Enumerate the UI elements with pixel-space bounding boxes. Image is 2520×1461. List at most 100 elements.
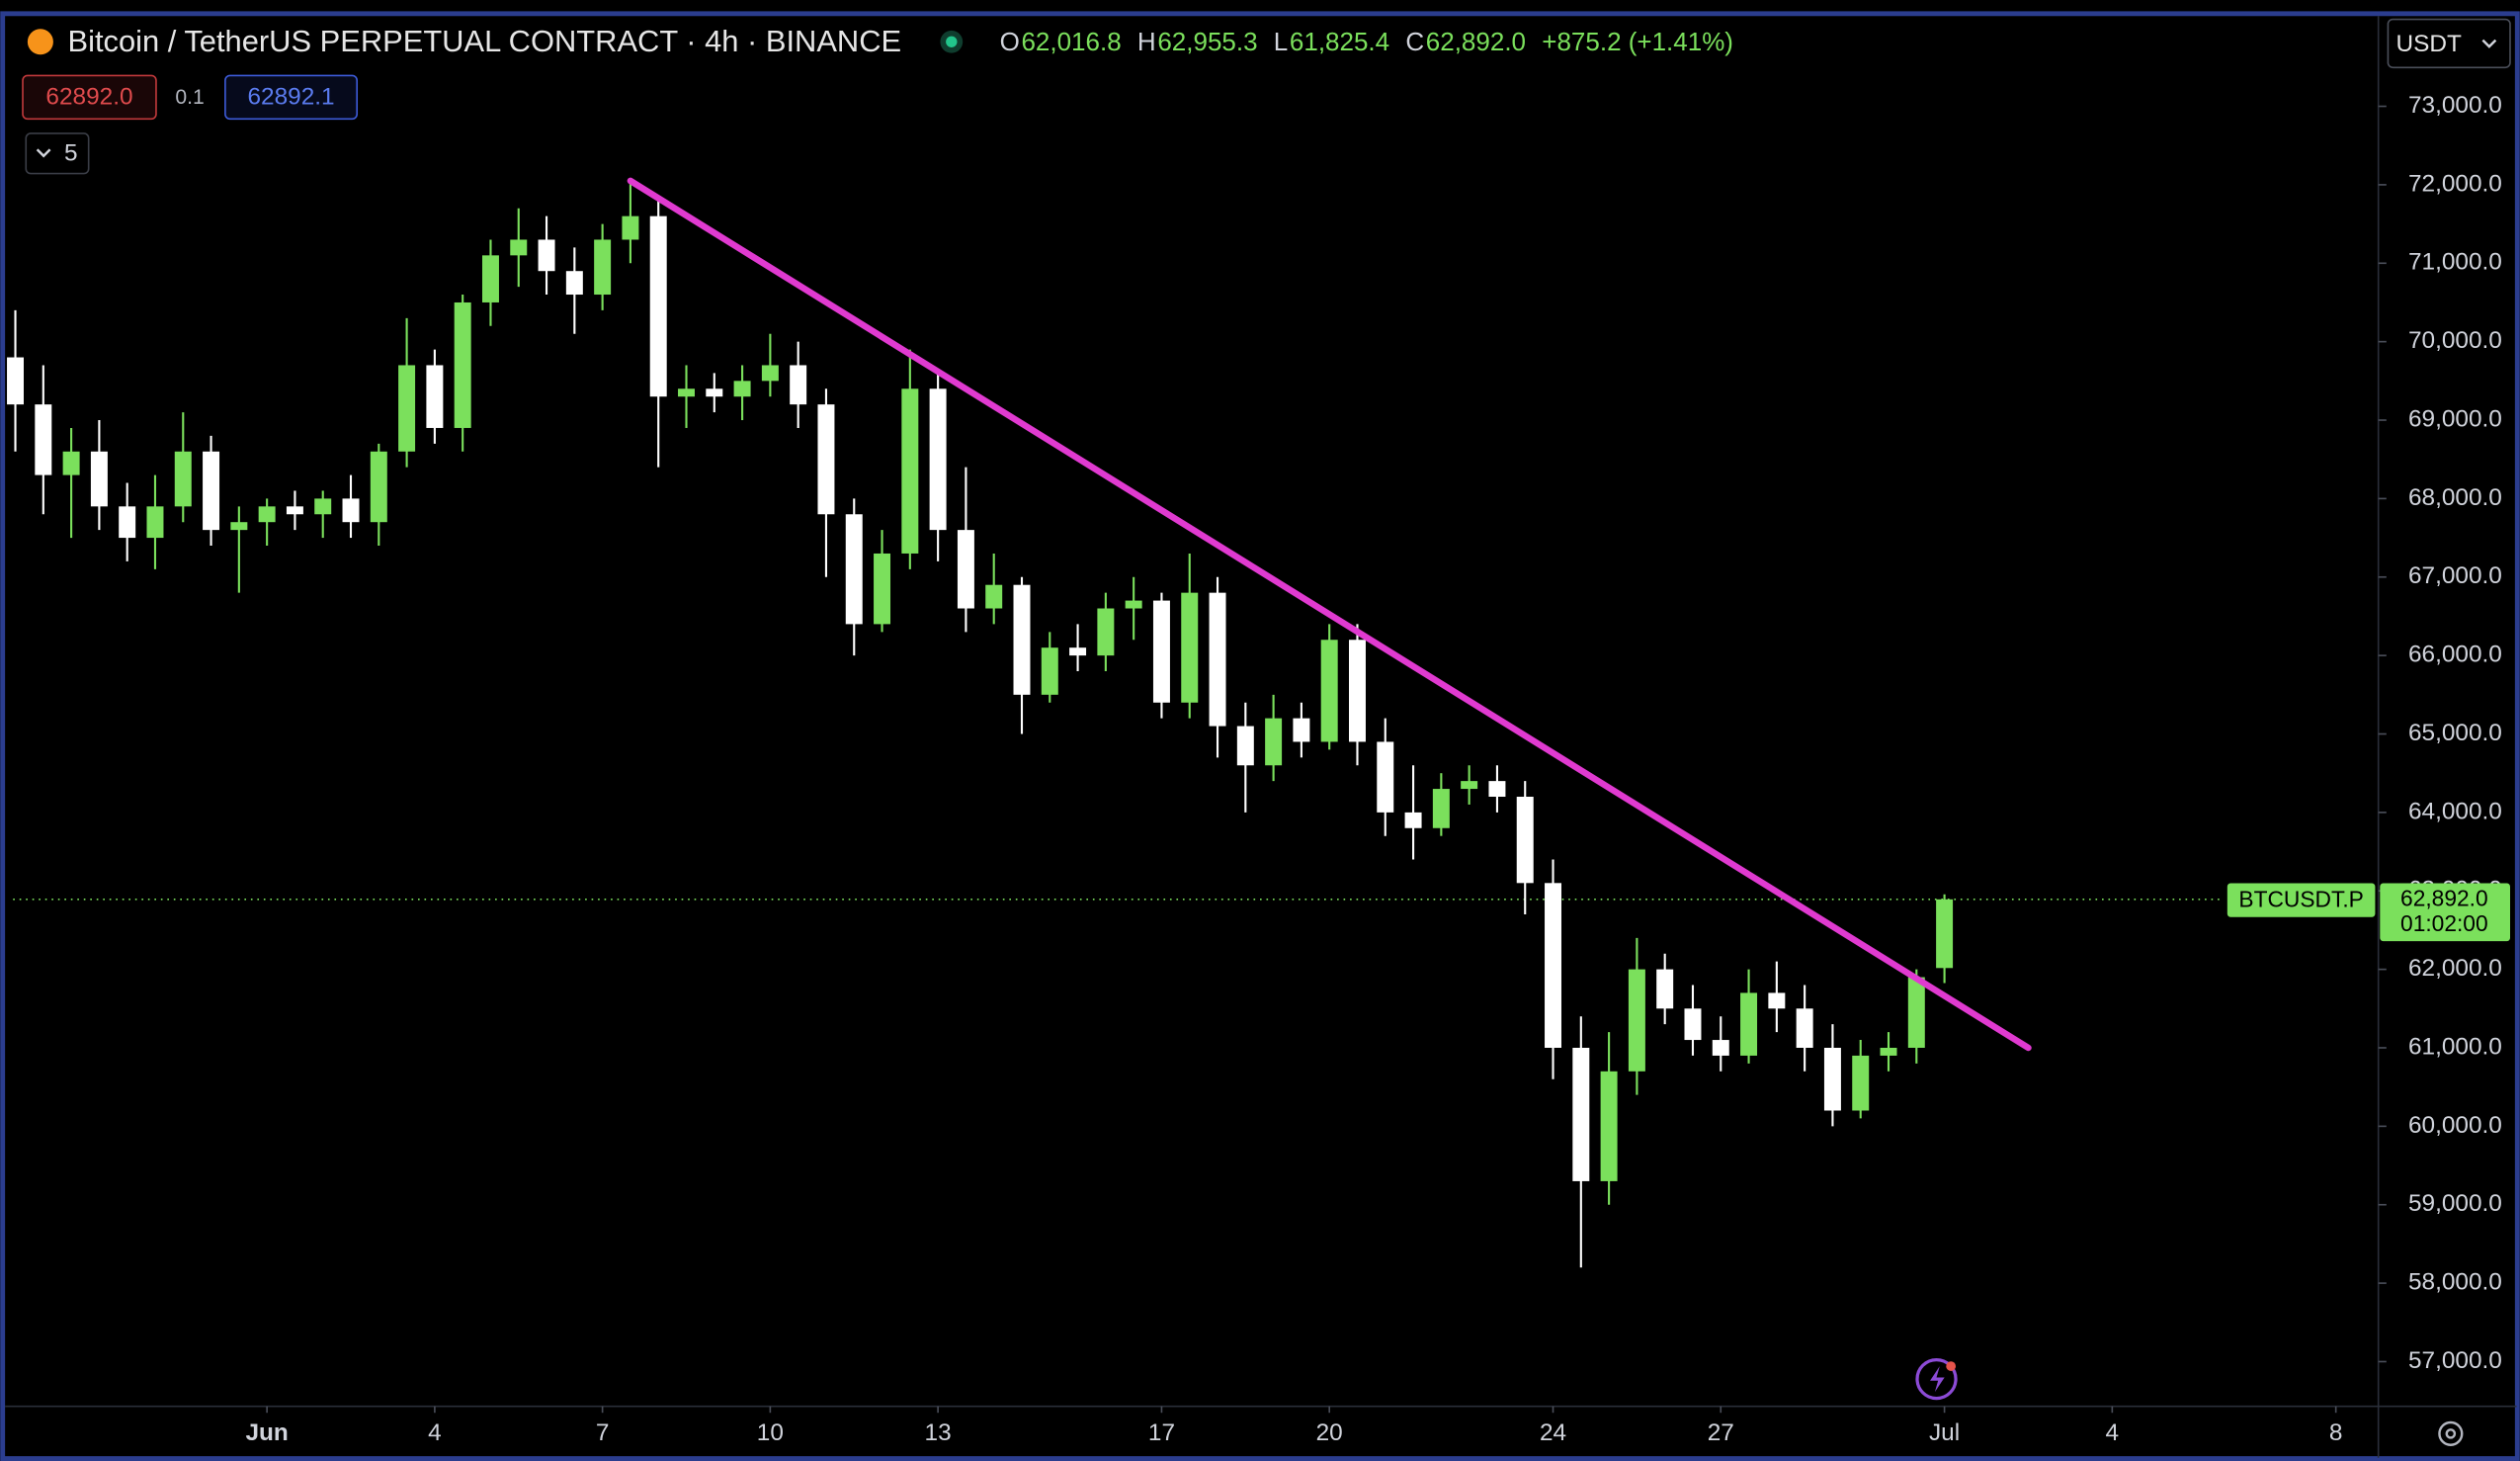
settings-icon[interactable]: [2438, 1420, 2464, 1446]
candle-body: [1125, 600, 1142, 609]
candle-body: [649, 215, 667, 397]
sell-price[interactable]: 62892.0: [45, 84, 132, 111]
candle-body: [1404, 812, 1422, 828]
y-tick-label: 70,000.0: [2408, 327, 2502, 354]
frame: [0, 11, 2520, 1461]
ohlc-key: O: [1000, 27, 1020, 56]
ohlc-value: 62,892.0: [1426, 27, 1526, 56]
candle-body: [1348, 640, 1366, 742]
candle-body: [286, 506, 303, 515]
candle-body: [1293, 718, 1310, 742]
candle-body: [874, 553, 891, 625]
indicator-count[interactable]: 5: [64, 140, 78, 167]
candle-body: [1041, 647, 1058, 695]
candle-body: [1796, 1008, 1813, 1048]
candle-body: [1572, 1047, 1590, 1181]
chevron-icon: [2481, 39, 2497, 48]
y-tick-label: 66,000.0: [2408, 642, 2502, 668]
candle-body: [174, 451, 192, 507]
candle-body: [1880, 1047, 1897, 1056]
y-tick-label: 69,000.0: [2408, 405, 2502, 432]
y-tick-label: 68,000.0: [2408, 484, 2502, 511]
y-tick-label: 71,000.0: [2408, 249, 2502, 276]
symbol-label: BTCUSDT.P: [2238, 886, 2363, 911]
candle-body: [1852, 1055, 1870, 1111]
candle-body: [1461, 781, 1478, 790]
y-tick-label: 59,000.0: [2408, 1190, 2502, 1217]
y-tick-label: 57,000.0: [2408, 1347, 2502, 1374]
lightning-icon: [1930, 1366, 1945, 1393]
y-tick-label: 64,000.0: [2408, 798, 2502, 824]
ohlc-key: H: [1137, 27, 1156, 56]
candle-body: [1432, 789, 1450, 828]
candle-body: [7, 357, 25, 405]
candle-body: [1152, 600, 1170, 703]
candle-body: [790, 365, 807, 405]
x-tick-label: 20: [1316, 1419, 1343, 1446]
candle-body: [510, 239, 528, 256]
indicator-toggle[interactable]: [25, 132, 90, 175]
trendline: [627, 177, 2032, 1052]
candle-body: [678, 388, 695, 397]
y-tick-label: 60,000.0: [2408, 1112, 2502, 1139]
countdown-label: 01:02:00: [2400, 910, 2488, 936]
candle-body: [481, 255, 499, 302]
candle-body: [901, 388, 919, 554]
y-tick-label: 58,000.0: [2408, 1269, 2502, 1296]
candle-body: [1097, 608, 1115, 656]
candle-body: [1069, 647, 1087, 656]
candle-body: [1656, 969, 1674, 1009]
buy-button[interactable]: [224, 74, 359, 121]
candle-body: [957, 530, 974, 609]
x-tick-label: 13: [925, 1419, 952, 1446]
x-tick-label: 8: [2329, 1419, 2343, 1446]
ohlc-legend: O 62,016.8 H 62,955.3 L 61,825.4 C 62,892.0 +875…: [1000, 27, 1733, 56]
candle-body: [146, 506, 164, 539]
candle-body: [706, 388, 723, 397]
candle-body: [203, 451, 220, 531]
candle-body: [1823, 1047, 1841, 1111]
candle-body: [230, 522, 248, 531]
ohlc-value: 62,955.3: [1157, 27, 1257, 56]
buy-price[interactable]: 62892.1: [247, 84, 334, 111]
currency[interactable]: USDT: [2396, 31, 2462, 57]
price-label-box: [2380, 883, 2510, 942]
candle-body: [1236, 726, 1254, 766]
currency-dropdown[interactable]: [2387, 18, 2511, 69]
x-tick-label: 10: [757, 1419, 784, 1446]
candle-body: [314, 498, 332, 515]
candle-body: [370, 451, 387, 523]
candle-body: [398, 365, 416, 452]
candle-body: [1013, 584, 1031, 695]
chevron-icon: [36, 148, 51, 158]
candle-body: [426, 365, 444, 428]
x-tick-label: 4: [2106, 1419, 2120, 1446]
ohlc-key: C: [1405, 27, 1424, 56]
symbol-label-box: [2226, 883, 2376, 917]
candle-body: [1377, 741, 1394, 813]
candle-body: [1684, 1008, 1702, 1041]
header: Bitcoin / TetherUS PERPETUAL CONTRACT · …: [27, 24, 1733, 58]
candle-body: [342, 498, 360, 523]
candle-body: [1516, 797, 1534, 884]
alert-icon[interactable]: [1915, 1357, 1958, 1401]
settings-icon-core: [2445, 1428, 2457, 1439]
candle-body: [1265, 718, 1283, 766]
candle-body: [594, 239, 612, 296]
x-tick-label: 7: [596, 1419, 610, 1446]
x-tick-label: Jul: [1929, 1419, 1960, 1446]
candle-body: [258, 506, 276, 523]
sell-button[interactable]: [22, 74, 157, 121]
candle-body: [454, 301, 471, 428]
candle-body: [35, 404, 52, 475]
candle-body: [985, 584, 1003, 609]
candle-body: [1488, 781, 1506, 798]
x-tick-label: 27: [1708, 1419, 1734, 1446]
candle-body: [1320, 640, 1338, 742]
candle-body: [1740, 992, 1758, 1056]
status-dot: [946, 36, 958, 47]
ohlc-key: L: [1274, 27, 1288, 56]
candle-body: [90, 451, 108, 507]
